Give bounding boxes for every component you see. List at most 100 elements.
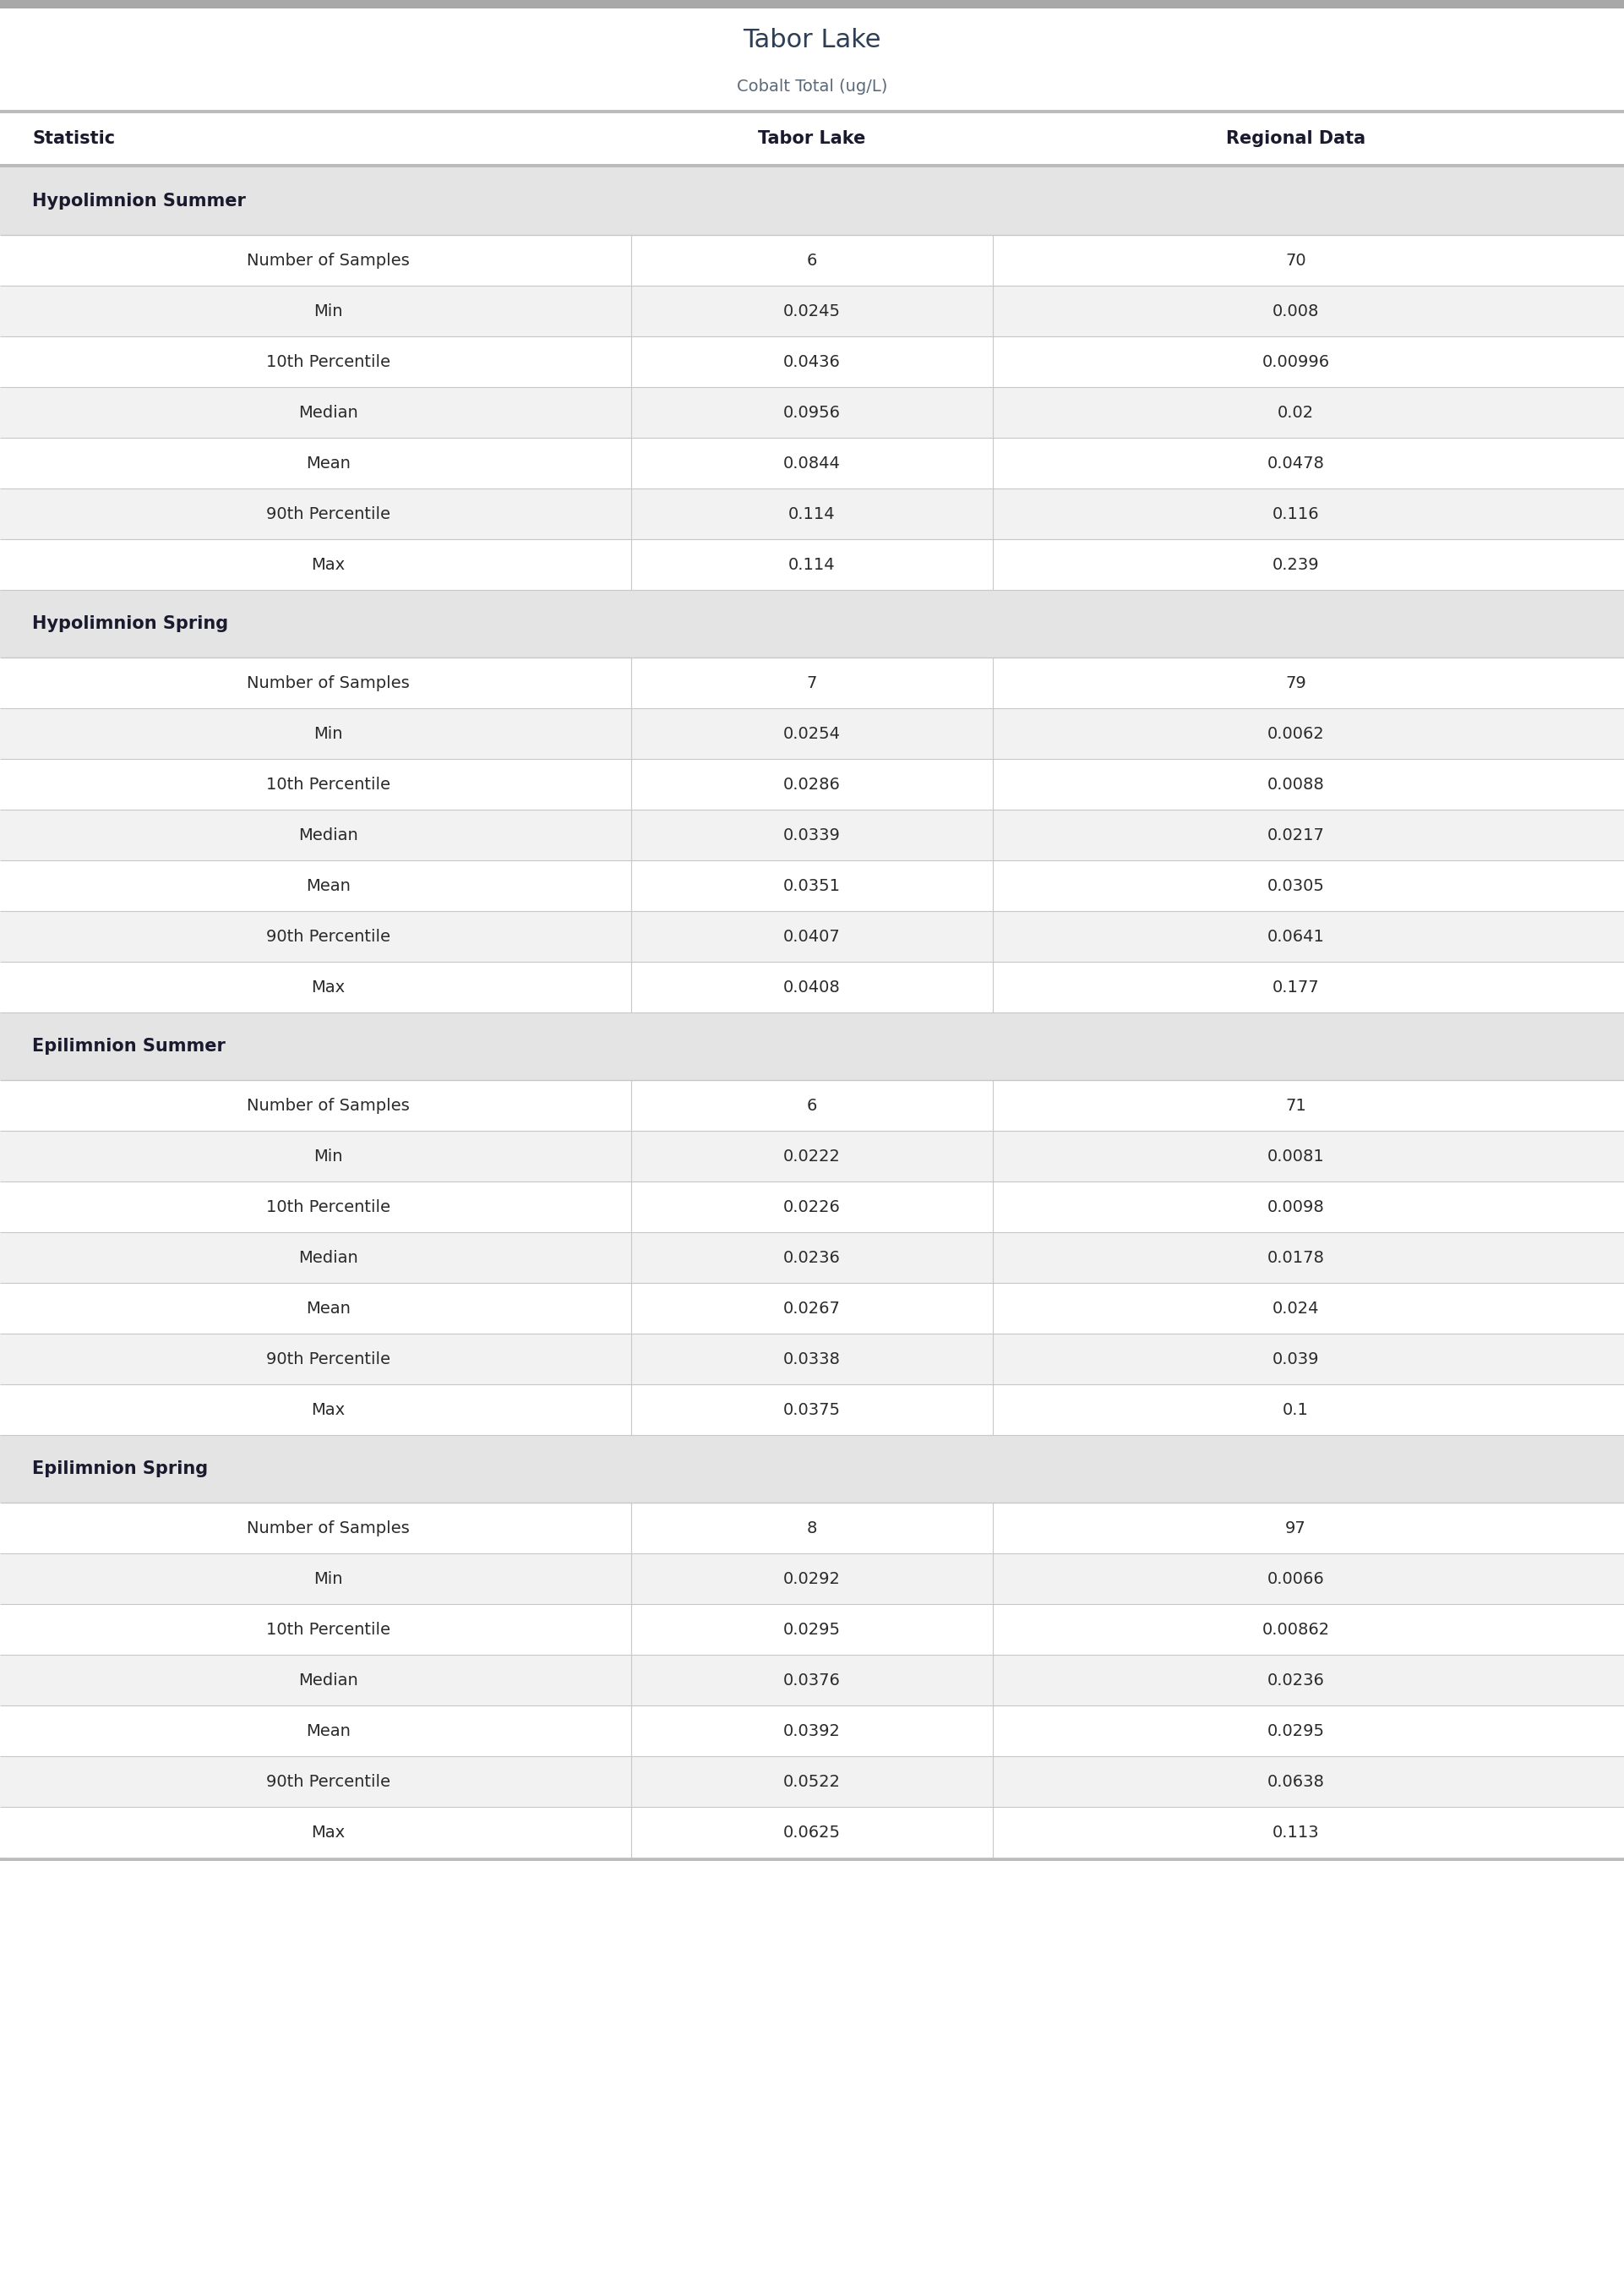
Bar	[0, 708, 1624, 758]
Text: 0.0222: 0.0222	[783, 1149, 841, 1165]
Bar	[0, 1605, 1624, 1655]
Text: 0.114: 0.114	[789, 556, 835, 572]
Text: 0.0286: 0.0286	[783, 776, 841, 792]
Text: Number of Samples: Number of Samples	[247, 674, 409, 690]
Text: Min: Min	[313, 302, 343, 320]
Text: Max: Max	[312, 1825, 346, 1841]
Text: 70: 70	[1285, 252, 1306, 268]
Text: 0.0522: 0.0522	[783, 1773, 841, 1789]
Text: 0.0236: 0.0236	[783, 1249, 841, 1267]
Bar	[0, 860, 1624, 910]
Bar	[0, 109, 1624, 114]
Text: 0.024: 0.024	[1272, 1301, 1319, 1317]
Text: Median: Median	[299, 826, 359, 842]
Text: 8: 8	[807, 1521, 817, 1537]
Text: Regional Data: Regional Data	[1226, 129, 1366, 148]
Bar	[0, 1130, 1624, 1180]
Text: 0.0376: 0.0376	[783, 1673, 841, 1689]
Text: Min: Min	[313, 1149, 343, 1165]
Text: 0.00996: 0.00996	[1262, 354, 1330, 370]
Bar	[0, 438, 1624, 488]
Text: 0.1: 0.1	[1283, 1401, 1309, 1419]
Text: 10th Percentile: 10th Percentile	[266, 776, 390, 792]
Text: 0.0292: 0.0292	[783, 1571, 841, 1587]
Bar	[0, 163, 1624, 168]
Text: 0.0226: 0.0226	[783, 1199, 841, 1214]
Text: 0.0236: 0.0236	[1267, 1673, 1325, 1689]
Bar	[0, 1435, 1624, 1503]
Bar	[0, 1757, 1624, 1807]
Text: Hypolimnion Spring: Hypolimnion Spring	[32, 615, 229, 631]
Text: 0.0178: 0.0178	[1267, 1249, 1325, 1267]
Text: 0.039: 0.039	[1272, 1351, 1319, 1367]
Text: 0.114: 0.114	[789, 506, 835, 522]
Text: 6: 6	[807, 1096, 817, 1115]
Bar	[0, 1233, 1624, 1283]
Bar	[0, 1705, 1624, 1757]
Bar	[0, 1081, 1624, 1130]
Text: Median: Median	[299, 1249, 359, 1267]
Bar	[0, 488, 1624, 540]
Text: 0.0088: 0.0088	[1267, 776, 1325, 792]
Text: Cobalt Total (ug/L): Cobalt Total (ug/L)	[737, 79, 887, 95]
Text: 0.0407: 0.0407	[783, 928, 841, 944]
Text: Max: Max	[312, 556, 346, 572]
Bar	[0, 1283, 1624, 1332]
Text: 0.0478: 0.0478	[1267, 454, 1325, 472]
Text: 0.00862: 0.00862	[1262, 1621, 1330, 1637]
Text: 0.0295: 0.0295	[783, 1621, 841, 1637]
Text: 0.0254: 0.0254	[783, 726, 841, 742]
Bar	[0, 1503, 1624, 1553]
Text: 0.0625: 0.0625	[783, 1825, 841, 1841]
Text: 0.0217: 0.0217	[1267, 826, 1325, 842]
Text: Mean: Mean	[305, 1301, 351, 1317]
Text: Min: Min	[313, 1571, 343, 1587]
Bar	[0, 1553, 1624, 1605]
Text: 0.008: 0.008	[1272, 302, 1319, 320]
Text: 0.0066: 0.0066	[1267, 1571, 1325, 1587]
Text: 0.0339: 0.0339	[783, 826, 841, 842]
Text: 0.0844: 0.0844	[783, 454, 841, 472]
Text: 10th Percentile: 10th Percentile	[266, 1199, 390, 1214]
Bar	[0, 1857, 1624, 1861]
Text: 0.0245: 0.0245	[783, 302, 841, 320]
Text: 90th Percentile: 90th Percentile	[266, 1773, 390, 1789]
Text: Tabor Lake: Tabor Lake	[742, 27, 882, 52]
Bar	[0, 1807, 1624, 1857]
Text: Number of Samples: Number of Samples	[247, 252, 409, 268]
Text: 90th Percentile: 90th Percentile	[266, 1351, 390, 1367]
Text: Mean: Mean	[305, 454, 351, 472]
Text: 0.239: 0.239	[1272, 556, 1319, 572]
Text: 0.177: 0.177	[1272, 978, 1319, 994]
Text: 79: 79	[1285, 674, 1306, 690]
Text: 0.0638: 0.0638	[1267, 1773, 1325, 1789]
Bar	[0, 810, 1624, 860]
Bar	[0, 1332, 1624, 1385]
Text: Statistic: Statistic	[32, 129, 115, 148]
Bar	[0, 234, 1624, 286]
Bar	[0, 962, 1624, 1012]
Bar	[0, 1385, 1624, 1435]
Text: 0.0081: 0.0081	[1267, 1149, 1325, 1165]
Text: 0.0305: 0.0305	[1267, 878, 1325, 894]
Bar	[0, 658, 1624, 708]
Text: Number of Samples: Number of Samples	[247, 1096, 409, 1115]
Text: Number of Samples: Number of Samples	[247, 1521, 409, 1537]
Text: 0.0408: 0.0408	[783, 978, 841, 994]
Text: 0.0956: 0.0956	[783, 404, 841, 420]
Text: 0.0295: 0.0295	[1267, 1723, 1325, 1739]
Bar	[0, 910, 1624, 962]
Text: Tabor Lake: Tabor Lake	[758, 129, 866, 148]
Text: 71: 71	[1285, 1096, 1306, 1115]
Bar	[0, 168, 1624, 234]
Bar	[0, 540, 1624, 590]
Text: 97: 97	[1285, 1521, 1306, 1537]
Bar	[0, 388, 1624, 438]
Bar	[0, 286, 1624, 336]
Text: 0.0267: 0.0267	[783, 1301, 841, 1317]
Text: 90th Percentile: 90th Percentile	[266, 928, 390, 944]
Text: Min: Min	[313, 726, 343, 742]
Text: Median: Median	[299, 404, 359, 420]
Bar	[0, 758, 1624, 810]
Text: Max: Max	[312, 978, 346, 994]
